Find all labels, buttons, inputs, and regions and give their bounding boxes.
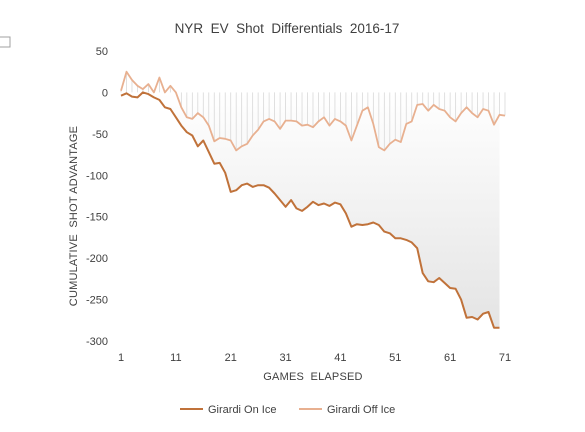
legend: Girardi On Ice Girardi Off Ice — [180, 404, 395, 416]
x-tick-label: 41 — [334, 352, 346, 364]
y-tick-label: 0 — [102, 87, 108, 99]
x-tick-label: 21 — [225, 352, 237, 364]
drop-lines-layer — [120, 71, 506, 151]
frame-corner — [0, 36, 11, 48]
x-tick-label: 31 — [279, 352, 291, 364]
y-tick-label: -150 — [86, 212, 108, 224]
y-tick-label: -50 — [92, 129, 108, 141]
series-lines-layer — [120, 70, 506, 329]
legend-label-on-ice: Girardi On Ice — [208, 404, 276, 416]
y-axis-label: CUMULATIVE SHOT ADVANTAGE — [68, 126, 80, 306]
x-tick-labels: 1 11 21 31 41 51 61 71 — [118, 352, 511, 364]
x-tick-label: 11 — [170, 352, 181, 364]
y-tick-labels: 50 0 -50 -100 -150 -200 -250 -300 — [86, 46, 108, 348]
area-fill-layer — [121, 92, 500, 328]
legend-label-off-ice: Girardi Off Ice — [327, 404, 395, 416]
x-axis-label: GAMES ELAPSED — [263, 371, 362, 383]
y-tick-label: -300 — [86, 336, 108, 348]
series-line-off-ice — [120, 70, 506, 152]
y-tick-label: -200 — [86, 253, 108, 265]
area-fill — [121, 92, 500, 328]
x-tick-label: 61 — [444, 352, 456, 364]
y-tick-label: -100 — [86, 170, 108, 182]
x-tick-label: 51 — [389, 352, 401, 364]
chart-title: NYR EV Shot Differentials 2016-17 — [175, 21, 400, 36]
x-tick-label: 71 — [499, 352, 511, 364]
y-tick-label: -250 — [86, 295, 108, 307]
x-tick-label: 1 — [118, 352, 124, 364]
y-tick-label: 50 — [96, 46, 108, 58]
series-line-on-ice — [120, 91, 500, 329]
